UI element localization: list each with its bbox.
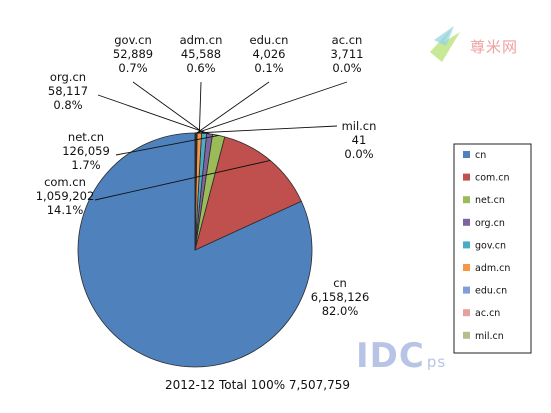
legend-label-org-cn: org.cn (475, 218, 505, 229)
site-logo-watermark: 尊米网 (424, 22, 542, 68)
leader-lines (94, 81, 348, 201)
leader-line-org-cn (97, 94, 210, 135)
slice-label-gov-cn: gov.cn 52,889 0.7% (113, 33, 153, 75)
legend-swatch-adm-cn (463, 264, 470, 271)
slice-label-ac-cn: ac.cn 3,711 0.0% (331, 33, 364, 75)
site-logo-text: 尊米网 (470, 38, 519, 56)
leader-line-com-cn (94, 159, 271, 201)
slice-label-org-cn: org.cn 58,117 0.8% (48, 70, 88, 112)
legend-swatch-com-cn (463, 173, 470, 181)
legend-swatch-net-cn (463, 196, 470, 204)
legend-swatch-gov-cn (463, 241, 470, 249)
leader-line-ac-cn (195, 81, 348, 134)
slice-label-net-cn: net.cn 126,059 1.7% (62, 130, 110, 172)
chart-caption: 2012-12 Total 100% 7,507,759 (165, 378, 350, 392)
legend-label-ac-cn: ac.cn (475, 308, 500, 319)
legend-label-gov-cn: gov.cn (475, 240, 506, 251)
legend-label-com-cn: com.cn (475, 173, 510, 184)
legend-label-adm-cn: adm.cn (475, 263, 510, 274)
leaf-logo-icon (430, 26, 460, 62)
legend-swatch-edu-cn (463, 286, 470, 294)
leader-line-net-cn (115, 134, 219, 156)
legend-swatch-org-cn (463, 218, 470, 226)
legend-swatch-ac-cn (463, 309, 470, 317)
legend-label-mil-cn: mil.cn (475, 331, 504, 342)
legend-label-net-cn: net.cn (475, 195, 505, 206)
legend: cn com.cn net.cn org.cn gov.cn adm.cn edu.cn ac… (453, 143, 532, 354)
legend-swatch-cn (463, 151, 470, 158)
slice-label-edu-cn: edu.cn 4,026 0.1% (250, 33, 289, 75)
legend-label-cn: cn (475, 150, 486, 161)
slice-labels: cn 6,158,126 82.0% com.cn 1,059,202 14.1%net.… (36, 33, 377, 318)
legend-label-edu-cn: edu.cn (475, 286, 507, 297)
slice-label-mil-cn: mil.cn 41 0.0% (342, 119, 377, 161)
leader-line-mil-cn (195, 125, 338, 134)
pie-slice-com-cn (194, 136, 302, 251)
slice-label-adm-cn: adm.cn 45,588 0.6% (180, 33, 223, 75)
leader-line-adm-cn (198, 81, 202, 134)
idc-watermark: IDC ps (356, 336, 446, 376)
leader-line-gov-cn (132, 81, 205, 134)
idc-watermark-sub: ps (426, 353, 447, 371)
slice-label-cn: cn 6,158,126 82.0% (311, 276, 370, 318)
pie-slices (77, 132, 313, 368)
leader-line-edu-cn (196, 81, 270, 134)
legend-swatch-mil-cn (463, 331, 470, 339)
idc-watermark-text: IDC (356, 336, 425, 376)
slice-label-com-cn: com.cn 1,059,202 14.1% (36, 175, 95, 217)
